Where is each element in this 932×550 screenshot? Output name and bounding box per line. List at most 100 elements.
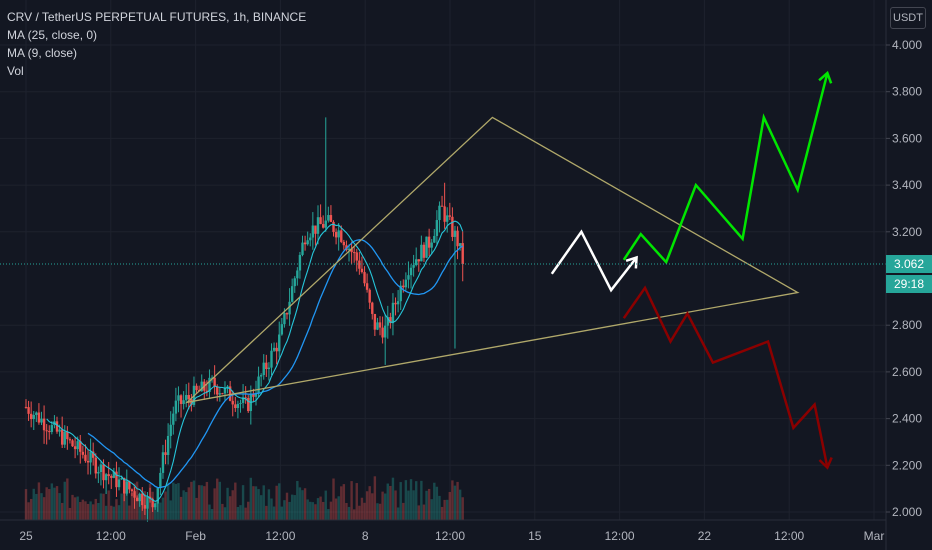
candle-body [363,272,366,284]
volume-bar [203,486,206,520]
volume-bar [197,485,201,520]
candle-body [179,395,183,404]
time-axis[interactable]: 25 12:00 Feb 12:00 8 12:00 15 12:00 22 12:00 Mar [0,519,886,543]
candle-body [319,217,322,224]
candle-body [48,431,51,433]
candle-body [458,243,462,247]
countdown-tag: 29:18 [886,275,932,294]
volume-bar [285,492,289,520]
symbol-title[interactable]: CRV / TetherUS PERPETUAL FUTURES, 1h, BI… [7,10,307,24]
volume-bar [24,489,28,520]
volume-bar [185,492,188,520]
candle-body [218,393,222,395]
candle-body [208,377,211,393]
candle-body [290,286,294,302]
volume-bar [79,502,82,520]
volume-bar [303,488,307,520]
candle-body [420,244,423,262]
candle-body [187,395,191,400]
ma9-line [46,220,464,503]
candle-body [272,347,276,351]
candle-body [244,397,247,399]
ma9-indicator-label[interactable]: MA (9, close) [7,46,78,60]
volume-bar [252,486,255,520]
candle-body [107,474,110,477]
candle-body [205,390,209,393]
candle-body [55,421,59,432]
volume-bar [190,481,193,520]
candle-body [241,397,245,403]
candle-body [352,252,356,254]
price-axis[interactable]: 4.000 3.800 3.600 3.400 3.200 2.800 2.600 2.400… [885,0,922,550]
volume-bar [63,481,66,520]
candle-body [389,317,392,324]
candle-body [239,402,242,404]
volume-bar [435,486,439,520]
candle-body [368,289,371,303]
volume-bar [115,499,118,520]
volume-bar [182,490,185,520]
volume-bar [187,487,191,520]
volume-bar [99,493,103,520]
candle-body [84,454,87,461]
volume-bar [448,492,451,520]
y-tick-label: 2.400 [892,412,922,426]
volume-bar [104,505,108,520]
volume-bar [415,481,418,520]
volume-bar [394,490,397,520]
candle-body [417,259,420,262]
candle-body [174,400,178,414]
candle-body [112,471,116,478]
candle-body [430,242,433,248]
candle-body [446,215,449,222]
x-tick-label: Mar [864,529,885,543]
volume-bar [241,485,245,520]
x-tick-label: 12:00 [435,529,465,543]
volume-bar [306,499,309,520]
candle-body [358,260,361,269]
candle-body [68,439,72,441]
volume-bar [60,502,64,520]
candle-body [456,230,459,247]
candle-body [223,387,227,394]
volume-bar [446,499,449,520]
candle-body [169,424,172,436]
candle-body [448,215,451,217]
volume-bar [223,507,227,520]
candle-body [37,412,41,423]
volume-bar [440,506,444,520]
volume-bar [378,503,382,520]
candle-body [32,414,35,420]
candle-body [373,313,377,330]
candle-body [135,497,139,502]
candle-body [141,493,144,506]
volume-bar [50,483,54,520]
volume-bar [272,506,276,520]
triangle-pattern [185,116,800,404]
currency-button[interactable]: USDT [890,7,926,29]
ma25-indicator-label[interactable]: MA (25, close, 0) [7,28,98,42]
volume-bar [417,505,420,520]
candlesticks [24,117,464,522]
candle-body [110,476,113,478]
y-tick-label: 3.600 [892,131,922,145]
candle-body [120,477,123,480]
volume-bar [278,483,281,520]
candle-body [76,441,79,450]
y-tick-label: 3.800 [892,85,922,99]
volume-indicator-label[interactable]: Vol [7,64,24,78]
volume-bar [355,483,358,520]
candle-body [391,302,395,324]
candle-body [252,393,255,397]
volume-bar [254,486,258,520]
volume-bar [391,477,395,520]
candle-body [293,278,296,287]
candle-body [386,317,389,326]
candle-body [394,302,397,305]
candle-body [236,403,240,409]
candle-body [102,464,105,481]
candle-body [177,395,180,401]
volume-bar [130,492,134,520]
bullish-forecast-arrow [622,72,829,265]
